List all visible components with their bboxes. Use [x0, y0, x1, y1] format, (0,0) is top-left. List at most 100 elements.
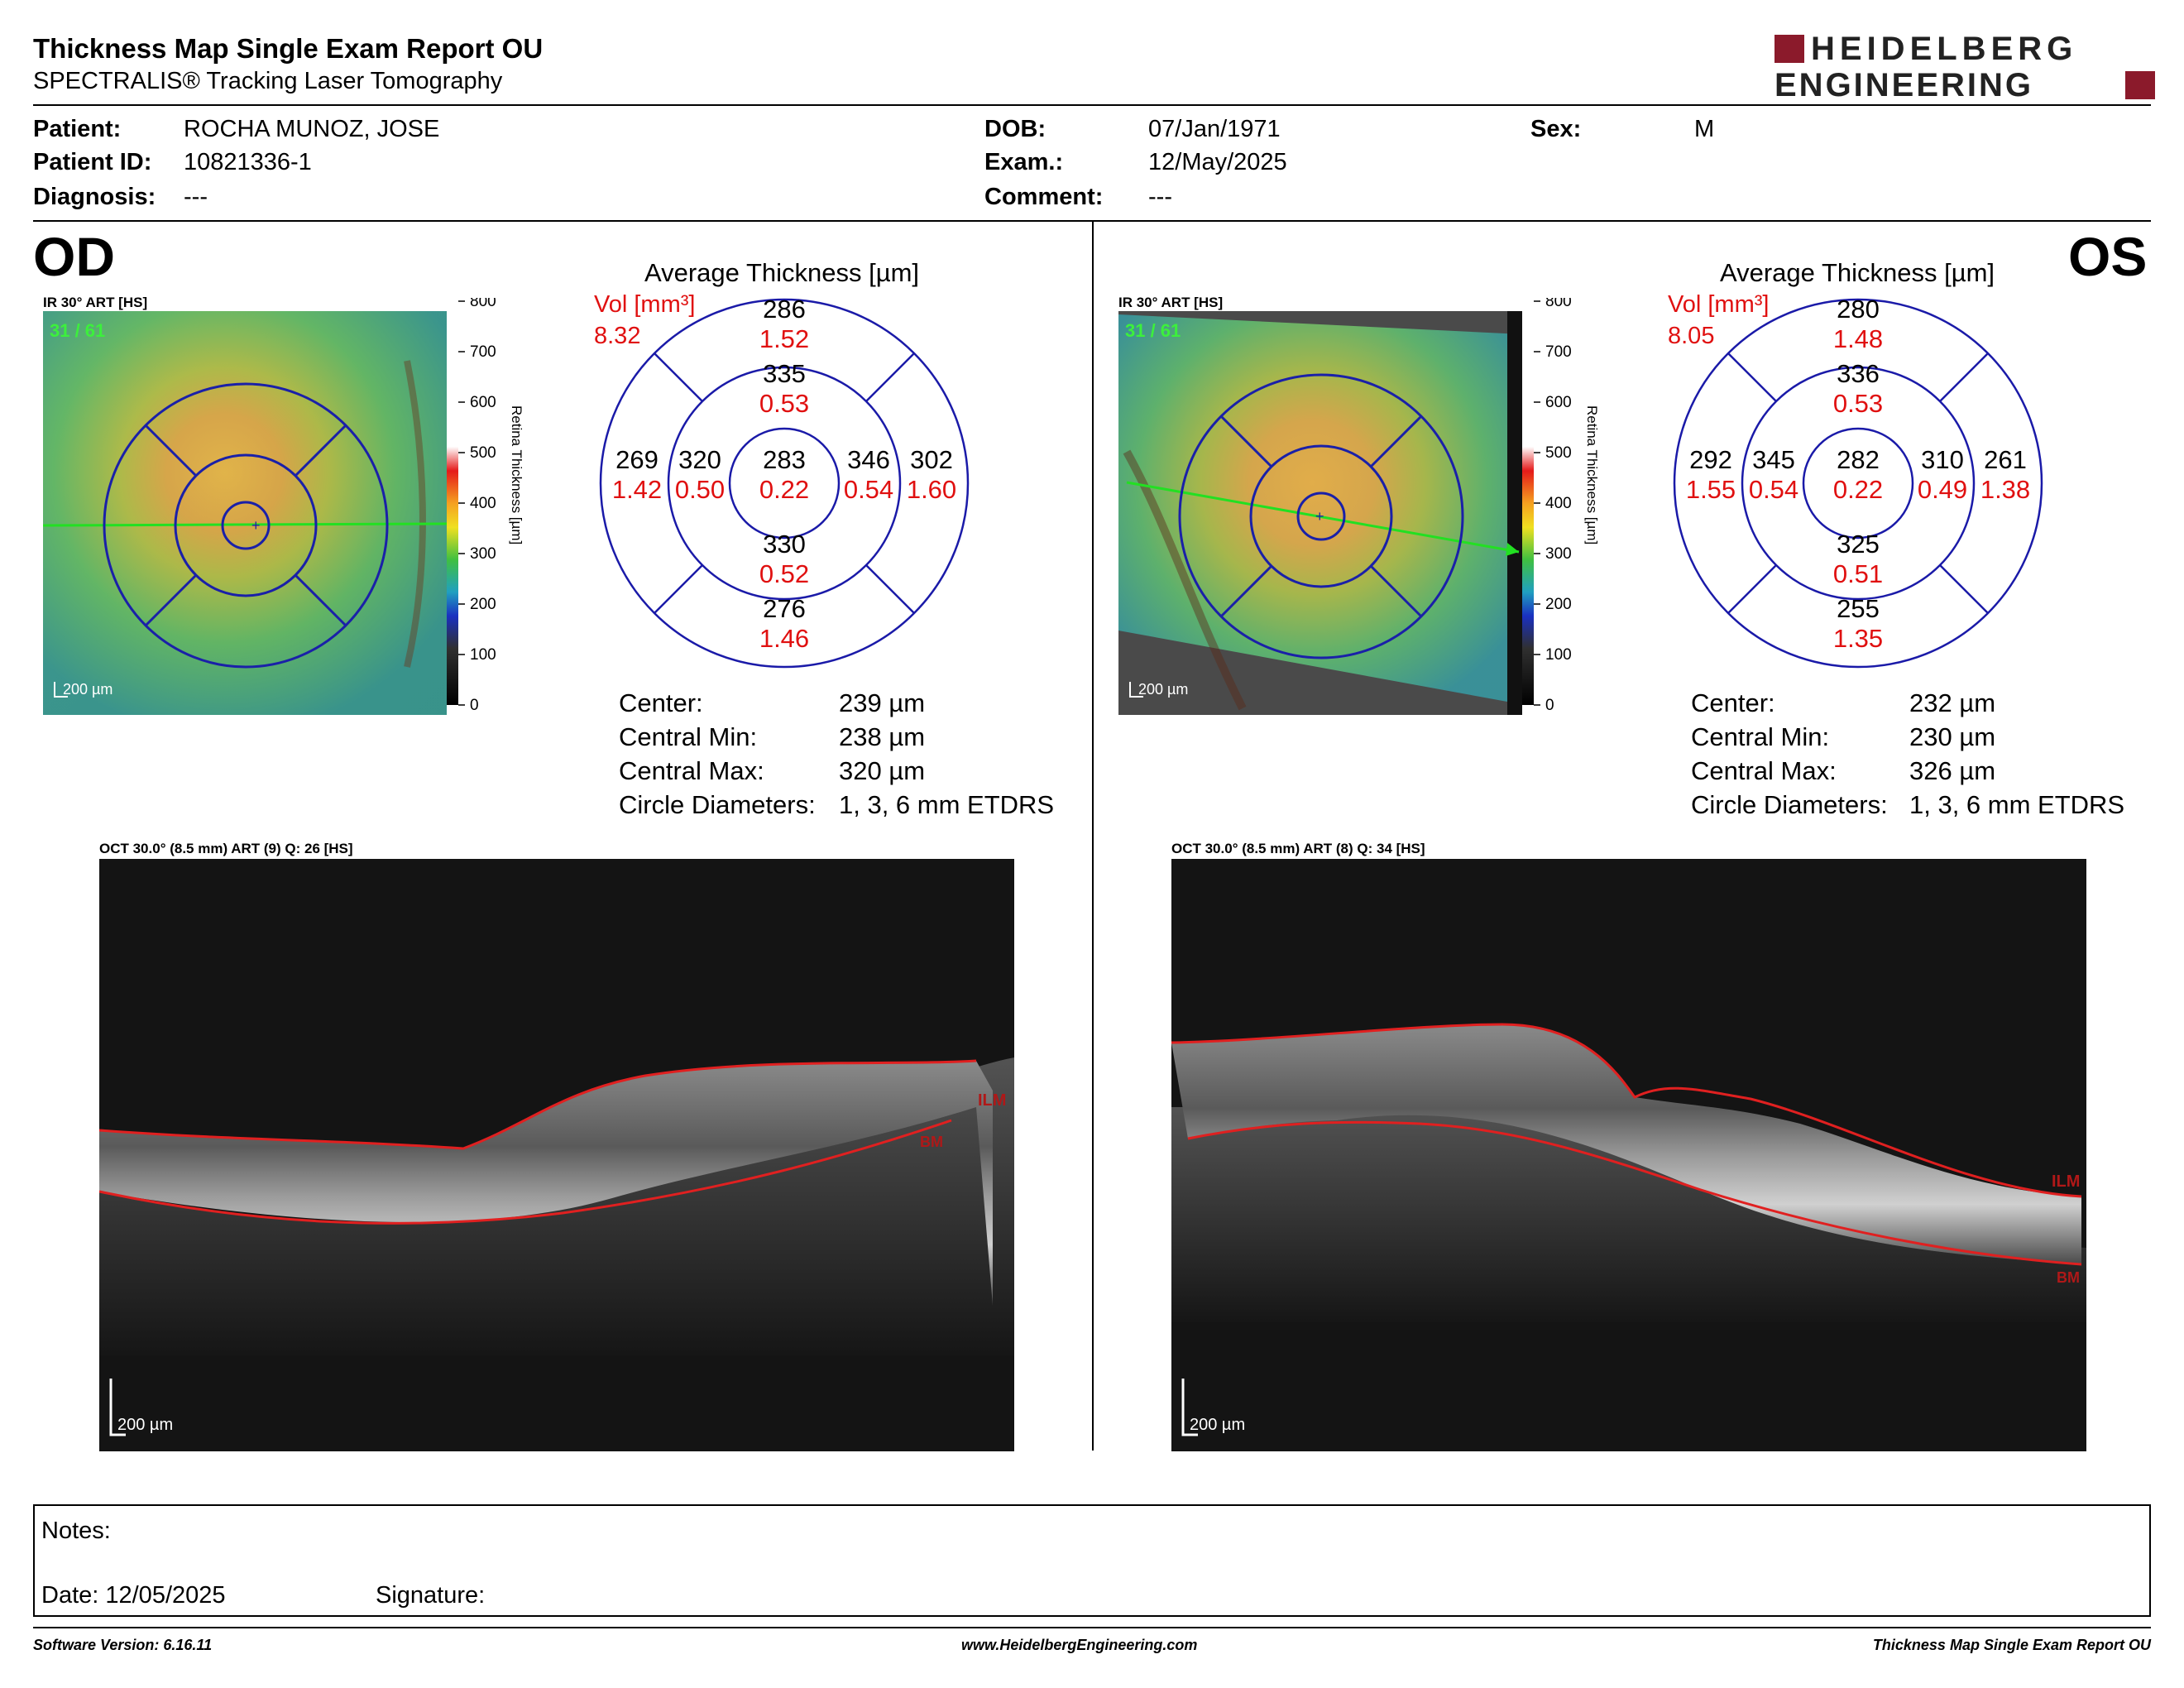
sex-label: Sex:	[1530, 116, 1582, 142]
os-sector-center: 282 0.22	[1821, 445, 1895, 505]
od-sector-outer-right: 302 1.60	[894, 445, 969, 505]
os-sector-volume: 0.53	[1832, 389, 1884, 418]
os-sector-thickness: 255	[1837, 594, 1880, 623]
sex-value: M	[1694, 116, 1715, 142]
od-scale-tick-label: 700	[470, 343, 496, 361]
os-stats: Center: 232 µm Central Min: 230 µm Central…	[1691, 688, 2154, 824]
os-scale-tick-label: 700	[1545, 343, 1572, 361]
patient-name: ROCHA MUNOZ, JOSE	[184, 116, 440, 142]
diagnosis-value: ---	[184, 184, 208, 210]
footer-divider	[33, 1627, 2151, 1628]
od-stat-row: Center: 239 µm	[619, 688, 1115, 722]
os-scale-tick-label: 800	[1545, 298, 1572, 310]
od-thickness-scale: 800 700 600 500 400 300 200 100 0	[447, 298, 496, 714]
od-scale-tick-label: 800	[470, 298, 496, 310]
os-scalebar-icon	[1129, 682, 1143, 698]
eye-divider	[1092, 222, 1094, 1451]
comment-label: Comment:	[984, 184, 1104, 210]
os-sector-outer-right: 261 1.38	[1968, 445, 2043, 505]
od-sector-volume: 1.42	[611, 475, 663, 504]
os-sector-volume: 0.22	[1832, 475, 1884, 504]
os-sector-thickness: 325	[1837, 530, 1880, 559]
os-stat-label: Circle Diameters:	[1691, 790, 1888, 819]
website-link[interactable]: www.HeidelbergEngineering.com	[961, 1637, 1198, 1653]
os-stat-label: Central Min:	[1691, 722, 1830, 751]
od-scalebar-label: 200 µm	[63, 681, 113, 698]
od-stat-value: 238 µm	[839, 722, 926, 751]
os-frame-counter: 31 / 61	[1125, 320, 1181, 341]
logo-block-top	[1774, 35, 1804, 63]
od-sector-volume: 1.52	[759, 324, 810, 353]
od-scale-tick-label: 200	[470, 596, 496, 613]
os-scale-axis-label: Retina Thickness [µm]	[1584, 405, 1600, 545]
exam-value: 12/May/2025	[1148, 149, 1287, 175]
os-thickness-scale: 800 700 600 500 400 300 200 100 0	[1522, 298, 1572, 714]
od-scale-tick-label: 600	[470, 394, 496, 411]
od-scale-axis-label: Retina Thickness [µm]	[509, 405, 524, 545]
notes-box[interactable]: Notes: Date: 12/05/2025 Signature:	[33, 1504, 2151, 1617]
od-stat-value: 1, 3, 6 mm ETDRS	[839, 790, 1055, 819]
os-stat-value: 230 µm	[1909, 722, 1996, 751]
report-title: Thickness Map Single Exam Report OU	[33, 33, 544, 64]
notes-label: Notes:	[41, 1518, 111, 1544]
od-etdrs-chart	[599, 298, 970, 669]
os-ilm-line	[1171, 1023, 2082, 1198]
od-frame-counter: 31 / 61	[50, 320, 105, 341]
os-avg-title: Average Thickness [µm]	[1719, 258, 1995, 287]
exam-label: Exam.:	[984, 149, 1064, 175]
od-oct-scalebar-label: 200 µm	[117, 1416, 173, 1434]
od-sector-inner-inf: 330 0.52	[747, 530, 821, 589]
os-scale-tick-label: 300	[1545, 545, 1572, 563]
os-scan-arrow-icon	[1506, 543, 1519, 556]
od-thickness-map: + 31 / 61 200 µm	[43, 311, 447, 715]
od-oct-caption: OCT 30.0° (8.5 mm) ART (9) Q: 26 [HS]	[99, 841, 353, 856]
os-sector-volume: 1.38	[1980, 475, 2031, 504]
patient-id-value: 10821336-1	[184, 149, 312, 175]
od-sector-volume: 1.60	[906, 475, 957, 504]
os-scalebar-label: 200 µm	[1138, 681, 1188, 698]
od-label: OD	[33, 226, 115, 287]
footer-report-name: Thickness Map Single Exam Report OU	[1872, 1637, 2151, 1653]
os-sector-inner-left: 345 0.54	[1736, 445, 1811, 505]
od-sector-inner-left: 320 0.50	[663, 445, 737, 505]
od-scale-tick-label: 500	[470, 444, 496, 462]
od-vessel	[404, 360, 426, 668]
os-etdrs-chart	[1673, 298, 2043, 669]
diagnosis-label: Diagnosis:	[33, 184, 156, 210]
od-stat-label: Center:	[619, 688, 703, 717]
od-vol-label: Vol [mm³]	[594, 291, 696, 318]
os-bm-line	[1187, 1120, 2082, 1266]
os-sector-thickness: 292	[1689, 445, 1732, 474]
od-stat-value: 239 µm	[839, 688, 926, 717]
os-scale-tick-label: 400	[1545, 495, 1572, 512]
dob-label: DOB:	[984, 116, 1046, 142]
logo-block-bottom	[2125, 71, 2155, 99]
os-sector-volume: 1.35	[1832, 624, 1884, 653]
os-image-edge	[1507, 311, 1522, 715]
od-scale-bar	[447, 301, 458, 705]
od-scale-tick-label: 300	[470, 545, 496, 563]
od-sector-inner-sup: 335 0.53	[747, 359, 821, 419]
os-scale-tick-label: 200	[1545, 596, 1572, 613]
od-sector-thickness: 269	[615, 445, 659, 474]
od-sector-thickness: 320	[678, 445, 721, 474]
od-grid-values: 286 1.52 335 0.53 283 0.22 330 0.52 276 1.46 269 1.…	[597, 295, 971, 670]
os-sector-thickness: 345	[1752, 445, 1795, 474]
logo-text-bottom: ENGINEERING	[1774, 67, 2034, 103]
os-sector-outer-left: 292 1.55	[1674, 445, 1748, 505]
os-sector-inner-inf: 325 0.51	[1821, 530, 1895, 589]
header-divider	[33, 104, 2151, 106]
os-stat-value: 232 µm	[1909, 688, 1996, 717]
os-ilm-label: ILM	[2052, 1172, 2080, 1191]
patient-id-label: Patient ID:	[33, 149, 152, 175]
os-stat-row: Center: 232 µm	[1691, 688, 2154, 722]
os-sector-outer-sup: 280 1.48	[1821, 295, 1895, 354]
od-bm-line	[99, 1119, 952, 1225]
os-stat-row: Central Max: 326 µm	[1691, 756, 2154, 790]
od-ir-caption: IR 30° ART [HS]	[43, 295, 148, 310]
os-oct-caption: OCT 30.0° (8.5 mm) ART (8) Q: 34 [HS]	[1171, 841, 1425, 856]
od-vol-total: 8.32	[594, 323, 641, 349]
od-ilm-label: ILM	[978, 1091, 1006, 1110]
od-sector-volume: 0.54	[843, 475, 894, 504]
os-stat-value: 1, 3, 6 mm ETDRS	[1909, 790, 2125, 819]
